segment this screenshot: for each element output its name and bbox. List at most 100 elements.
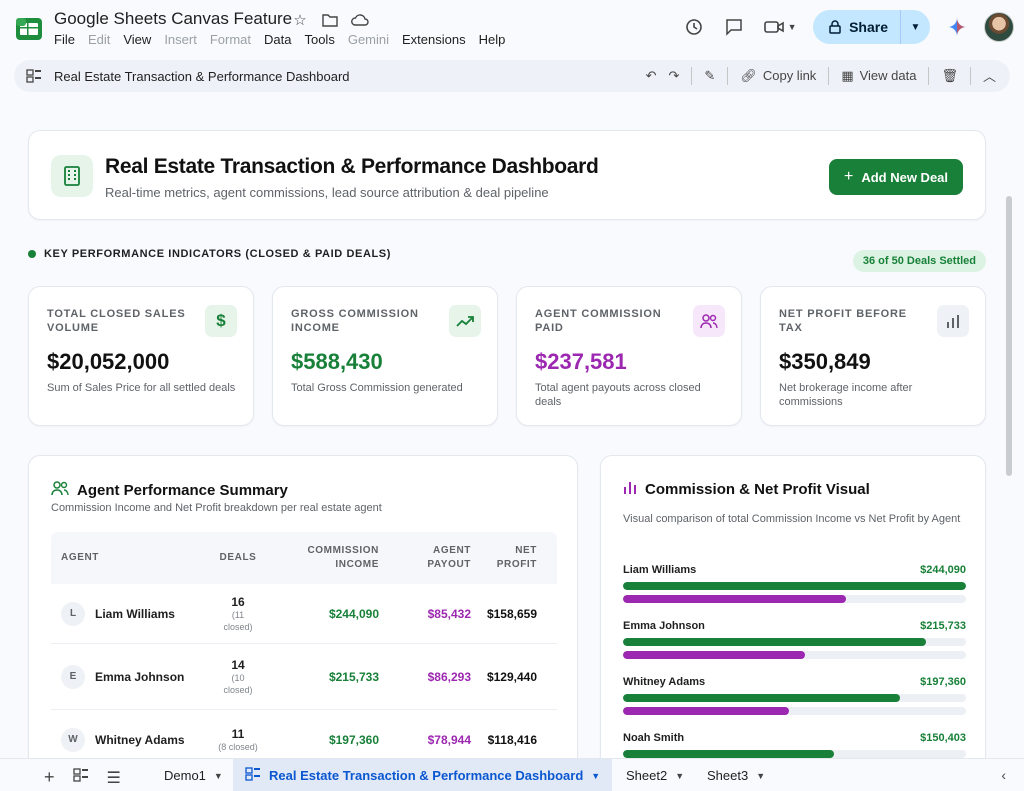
sheet-tab-dashboard[interactable]: Real Estate Transaction & Performance Da… <box>233 759 613 791</box>
menu-item-extensions[interactable]: Extensions <box>402 32 466 47</box>
plus-icon: + <box>843 168 854 185</box>
link-icon: 🔗︎ <box>740 67 757 83</box>
kpi-card: NET PROFIT BEFORE TAX $350,849 Net brokera… <box>760 286 986 426</box>
deals-count: 11 <box>231 726 245 741</box>
share-button[interactable]: Share ▼ <box>813 10 930 44</box>
edit-pencil-icon[interactable]: ✎ <box>704 67 716 83</box>
column-header-agent-payout[interactable]: AGENT PAYOUT <box>379 544 471 572</box>
avatar: L <box>61 601 85 626</box>
income-bar <box>623 694 901 702</box>
menu-item-gemini: Gemini <box>347 32 390 47</box>
deals-closed: (11 closed) <box>223 609 253 632</box>
income-bar <box>623 638 927 646</box>
comments-icon[interactable] <box>721 14 747 40</box>
commission-income: $215,733 <box>328 669 379 684</box>
kpi-card: AGENT COMMISSION PAID $237,581 Total agent… <box>516 286 742 426</box>
column-header-text: COMMISSION <box>307 545 379 556</box>
cloud-status-icon[interactable] <box>350 10 370 30</box>
canvas-dashboard-icon <box>26 68 42 84</box>
copy-link-button[interactable]: 🔗︎ Copy link <box>740 68 816 84</box>
table-row[interactable]: L Liam Williams 16 (11 closed) $244,090 $85,4… <box>51 584 557 644</box>
kpi-value: $350,849 <box>779 349 871 374</box>
deals-count: 16 <box>231 594 245 609</box>
collapse-panel-chevron-icon[interactable]: ‹ <box>1001 767 1006 783</box>
delete-icon[interactable]: 🗑︎ <box>941 67 958 83</box>
kpi-description: Total Gross Commission generated <box>291 382 463 394</box>
divider <box>727 66 729 85</box>
income-bar-track <box>623 638 966 646</box>
sheet-tab-sheet2[interactable]: Sheet2 ▼ <box>614 759 696 791</box>
kpi-description: Sum of Sales Price for all settled deals <box>47 382 236 394</box>
kpi-section-label: KEY PERFORMANCE INDICATORS (CLOSED & PAI… <box>44 248 392 260</box>
canvas-list-icon[interactable] <box>72 768 89 787</box>
tab-caret-icon[interactable]: ▼ <box>213 770 223 781</box>
add-sheet-icon[interactable]: + <box>44 767 55 787</box>
agent-name: Whitney Adams <box>95 732 185 747</box>
add-new-deal-button[interactable]: + Add New Deal <box>829 159 963 195</box>
kpi-title: TOTAL CLOSED SALES VOLUME <box>47 308 186 334</box>
collapse-chevron-icon[interactable]: ︿ <box>982 69 996 84</box>
menu-item-tools[interactable]: Tools <box>304 32 335 47</box>
menu-item-data[interactable]: Data <box>264 32 292 47</box>
redo-icon[interactable]: ↷ <box>668 67 680 83</box>
column-header-agent[interactable]: AGENT <box>61 552 99 563</box>
history-icon[interactable] <box>681 14 707 40</box>
profit-bar-track <box>623 595 966 603</box>
kpi-description: Total agent payouts across closed deals <box>535 382 701 408</box>
all-sheets-menu-icon[interactable]: ☰ <box>106 769 121 787</box>
undo-icon[interactable]: ↶ <box>645 67 657 83</box>
tab-caret-icon[interactable]: ▼ <box>756 770 766 781</box>
table-row[interactable]: W Whitney Adams 11 (8 closed) $197,360 $78,94… <box>51 710 557 758</box>
table-row[interactable]: E Emma Johnson 14 (10 closed) $215,733 $86,29… <box>51 644 557 710</box>
agent-payout: $86,293 <box>427 669 471 684</box>
sheet-tab-label: Sheet2 <box>626 768 668 783</box>
deals-settled-badge: 36 of 50 Deals Settled <box>852 250 986 272</box>
meet-video-icon[interactable]: ▼ <box>761 14 799 40</box>
column-header-commission-income[interactable]: COMMISSION INCOME <box>275 544 379 572</box>
column-header-text: AGENT <box>433 545 471 556</box>
view-data-label: View data <box>859 68 917 83</box>
document-title[interactable]: Google Sheets Canvas Feature <box>54 9 293 28</box>
share-label: Share <box>849 19 888 35</box>
net-profit: $129,440 <box>486 669 537 684</box>
dollar-icon: $ <box>205 305 237 337</box>
column-header-text: NET <box>515 545 537 556</box>
divider <box>828 66 830 85</box>
view-data-button[interactable]: ▦ View data <box>841 68 916 84</box>
net-profit: $118,416 <box>487 732 537 747</box>
gemini-icon[interactable] <box>944 14 970 40</box>
share-dropdown-icon[interactable]: ▼ <box>900 10 930 44</box>
income-bar-track <box>623 750 966 758</box>
sheets-logo-icon[interactable] <box>14 14 44 44</box>
sheet-tab-label: Real Estate Transaction & Performance Da… <box>269 768 584 783</box>
move-folder-icon[interactable] <box>320 10 340 30</box>
kpi-section-header: KEY PERFORMANCE INDICATORS (CLOSED & PAI… <box>28 248 391 260</box>
star-icon[interactable]: ☆ <box>293 12 307 29</box>
building-icon <box>51 155 93 197</box>
sheet-tab-demo1[interactable]: Demo1 ▼ <box>152 759 235 791</box>
agent-performance-card: Agent Performance Summary Commission Inc… <box>28 455 578 758</box>
tab-caret-icon[interactable]: ▼ <box>591 770 601 781</box>
users-icon <box>51 480 69 500</box>
user-avatar[interactable] <box>984 12 1014 42</box>
bar-value: $244,090 <box>920 564 966 576</box>
kpi-title: GROSS COMMISSION INCOME <box>291 308 419 334</box>
add-new-deal-label: Add New Deal <box>861 169 949 185</box>
top-bar: Google Sheets Canvas Feature ☆ File Edit V… <box>0 0 1024 58</box>
column-header-net-profit[interactable]: NET PROFIT <box>471 544 547 572</box>
copy-link-label: Copy link <box>762 68 817 83</box>
menu-item-view[interactable]: View <box>123 32 152 47</box>
column-header-text: INCOME <box>335 559 379 570</box>
sheet-tab-sheet3[interactable]: Sheet3 ▼ <box>695 759 777 791</box>
avatar: W <box>61 727 85 752</box>
vertical-scrollbar[interactable] <box>1006 196 1012 476</box>
tab-caret-icon[interactable]: ▼ <box>675 770 685 781</box>
column-header-text: PROFIT <box>496 559 537 570</box>
sheet-tab-label: Demo1 <box>164 768 206 783</box>
menu-item-file[interactable]: File <box>54 32 75 47</box>
profit-bar <box>623 651 805 659</box>
column-header-deals[interactable]: DEALS <box>219 552 257 563</box>
bar-agent-name: Emma Johnson <box>623 620 705 632</box>
kpi-value: $588,430 <box>291 349 383 374</box>
menu-item-help[interactable]: Help <box>478 32 506 47</box>
